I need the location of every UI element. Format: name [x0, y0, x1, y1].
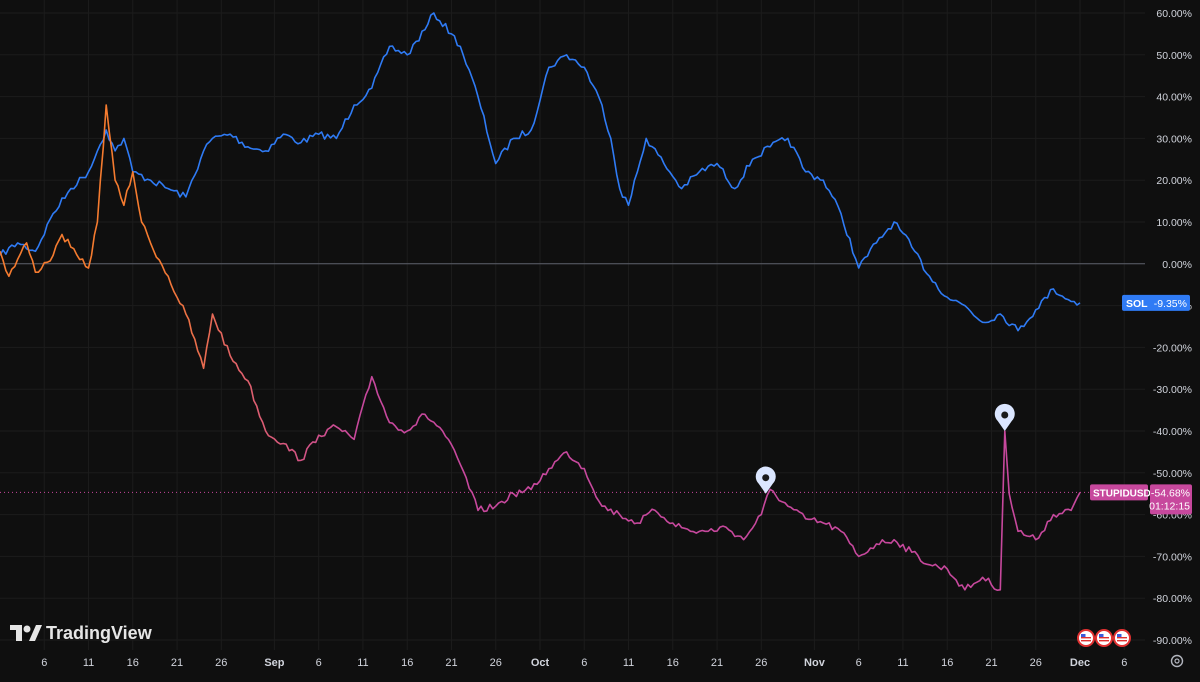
y-tick-label: -20.00% — [1153, 342, 1192, 354]
map-pin-marker-icon[interactable] — [755, 466, 776, 494]
stupid-value-tag — [1150, 484, 1192, 515]
y-tick-label: -30.00% — [1153, 384, 1192, 396]
stupidusd-series-line — [0, 104, 1081, 591]
y-tick-label: -40.00% — [1153, 426, 1192, 438]
chart-markers[interactable] — [755, 403, 1015, 494]
x-tick-label: 26 — [755, 657, 767, 669]
x-tick-label: 11 — [357, 657, 368, 669]
x-tick-label: 16 — [127, 657, 139, 669]
x-axis[interactable]: 6 11 16 21 26 Sep 6 11 16 21 26 Oct 6 11 16 21 26 Nov 6 11 1… — [41, 657, 1127, 669]
y-tick-label: -70.00% — [1153, 551, 1192, 563]
flag-stripe — [1081, 640, 1091, 642]
us-flag-event-icon[interactable] — [1077, 629, 1095, 647]
x-tick-label: 6 — [581, 657, 587, 669]
stupid-symbol-label: STUPIDUSD — [1093, 488, 1151, 499]
sol-price-tag — [1122, 294, 1190, 311]
marker-pin-dot — [1001, 411, 1009, 419]
tradingview-wordmark: TradingView — [46, 623, 153, 643]
y-tick-label: 40.00% — [1156, 92, 1192, 104]
flag-stripe — [1099, 637, 1109, 639]
x-tick-label: 11 — [83, 657, 94, 669]
x-tick-label: 21 — [711, 657, 723, 669]
x-tick-label: 6 — [316, 657, 322, 669]
grid-lines — [0, 0, 1145, 650]
x-tick-label: Sep — [264, 657, 284, 669]
stupid-symbol-tag — [1090, 484, 1148, 501]
flag-canton — [1099, 634, 1104, 638]
y-tick-label: -50.00% — [1153, 468, 1192, 480]
x-tick-label: 16 — [941, 657, 953, 669]
x-tick-label: 16 — [401, 657, 413, 669]
y-tick-label: -90.00% — [1153, 635, 1192, 647]
us-flag-event-icon[interactable] — [1113, 629, 1131, 647]
x-tick-label: 26 — [1030, 657, 1042, 669]
x-tick-label: Nov — [804, 657, 826, 669]
y-tick-label: 0.00% — [1162, 259, 1192, 271]
x-tick-label: 26 — [490, 657, 502, 669]
marker-pin-dot — [762, 474, 770, 482]
y-tick-label: 30.00% — [1156, 133, 1192, 145]
map-pin-marker-icon[interactable] — [994, 403, 1015, 431]
x-tick-label: 11 — [897, 657, 908, 669]
flag-stripe — [1099, 640, 1109, 642]
x-tick-label: 6 — [1121, 657, 1127, 669]
sol-series-line — [0, 12, 1081, 332]
price-labels: SOL -9.35% STUPIDUSD -54.68%01:12:15 — [1090, 294, 1192, 515]
x-tick-label: 26 — [215, 657, 227, 669]
x-tick-label: Dec — [1070, 657, 1090, 669]
y-tick-label: 10.00% — [1156, 217, 1192, 229]
x-tick-label: Oct — [531, 657, 550, 669]
flag-stripe — [1117, 640, 1127, 642]
sol-symbol-label: SOL — [1126, 298, 1148, 310]
flag-stripe — [1117, 637, 1127, 639]
y-tick-label: 60.00% — [1156, 8, 1192, 20]
y-tick-label: 20.00% — [1156, 175, 1192, 187]
x-tick-label: 16 — [667, 657, 679, 669]
y-tick-label: 50.00% — [1156, 50, 1192, 62]
flag-canton — [1117, 634, 1122, 638]
economic-events[interactable] — [1077, 629, 1131, 647]
x-tick-label: 11 — [623, 657, 634, 669]
x-tick-label: 21 — [445, 657, 457, 669]
x-tick-label: 21 — [985, 657, 997, 669]
x-tick-label: 6 — [41, 657, 47, 669]
tradingview-logo-icon[interactable] — [10, 625, 42, 641]
stupid-value-label: -54.68% — [1151, 487, 1190, 499]
y-axis[interactable]: 60.00% 50.00% 40.00% 30.00% 20.00% 10.00% 0.00… — [1153, 8, 1192, 647]
us-flag-event-icon[interactable] — [1095, 629, 1113, 647]
stupid-countdown-label: 01:12:15 — [1149, 500, 1190, 512]
x-tick-label: 6 — [856, 657, 862, 669]
flag-canton — [1081, 634, 1086, 638]
series-lines — [0, 12, 1081, 591]
flag-stripe — [1081, 637, 1091, 639]
x-tick-label: 21 — [171, 657, 183, 669]
y-tick-label: -80.00% — [1153, 593, 1192, 605]
sol-value-label: -9.35% — [1154, 298, 1187, 310]
gear-icon[interactable] — [1170, 654, 1184, 668]
